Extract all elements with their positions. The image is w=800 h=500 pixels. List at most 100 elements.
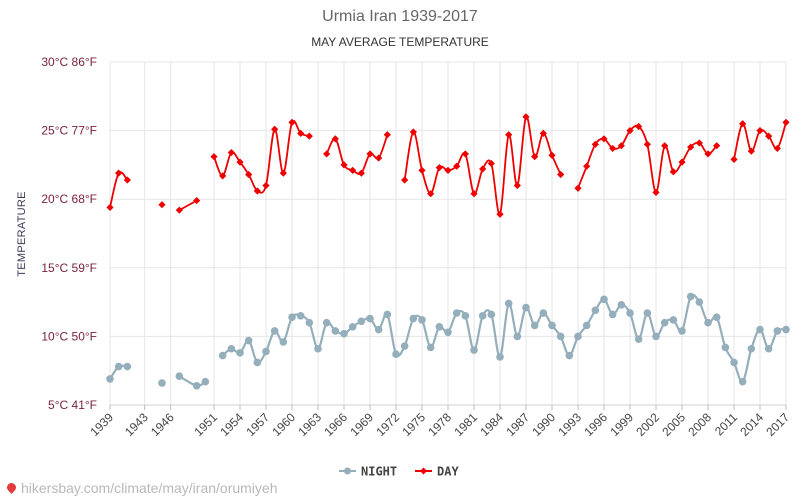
series-day-point[interactable]	[262, 181, 270, 190]
series-night-point[interactable]	[470, 346, 478, 354]
series-night-point[interactable]	[288, 313, 296, 321]
series-day-point[interactable]	[739, 120, 747, 128]
series-night-point[interactable]	[461, 312, 470, 320]
series-night-point[interactable]	[400, 342, 409, 350]
series-day-point[interactable]	[626, 127, 634, 135]
series-night-point[interactable]	[392, 350, 400, 359]
series-night-point[interactable]	[418, 316, 426, 324]
series-day-point[interactable]	[366, 150, 374, 158]
series-day-point[interactable]	[617, 142, 625, 150]
series-night-point[interactable]	[652, 332, 660, 341]
series-night-point[interactable]	[331, 327, 340, 335]
series-day-point[interactable]	[435, 164, 443, 172]
series-night-point[interactable]	[773, 327, 782, 335]
series-day-point[interactable]	[539, 129, 547, 137]
series-night-point[interactable]	[617, 301, 626, 309]
series-night-point[interactable]	[634, 335, 643, 343]
series-day-point[interactable]	[470, 190, 478, 198]
series-night-point[interactable]	[305, 318, 314, 327]
series-night-point[interactable]	[192, 381, 201, 390]
series-night-point[interactable]	[383, 310, 392, 319]
series-day-point[interactable]	[245, 170, 253, 179]
series-night-point[interactable]	[374, 325, 383, 334]
series-day-point[interactable]	[349, 166, 357, 174]
series-night-point[interactable]	[643, 309, 652, 317]
series-night-point[interactable]	[600, 295, 608, 304]
series-day-point[interactable]	[331, 135, 339, 143]
series-night-point[interactable]	[357, 317, 366, 326]
series-night-point[interactable]	[730, 358, 738, 367]
series-day-point[interactable]	[782, 118, 790, 126]
series-day-point[interactable]	[765, 132, 773, 140]
series-night-point[interactable]	[782, 325, 790, 334]
series-day-point[interactable]	[487, 159, 495, 168]
series-night-point[interactable]	[340, 329, 348, 338]
series-day-point[interactable]	[409, 128, 417, 136]
series-day-point[interactable]	[747, 147, 755, 155]
series-night-point[interactable]	[574, 332, 582, 341]
series-night-point[interactable]	[426, 343, 435, 352]
series-night-point[interactable]	[478, 312, 487, 320]
series-night-point[interactable]	[244, 336, 253, 345]
series-day-point[interactable]	[704, 150, 712, 158]
series-night-point[interactable]	[409, 314, 418, 323]
series-night-point[interactable]	[591, 306, 600, 315]
series-night-point[interactable]	[322, 318, 331, 327]
series-night-point[interactable]	[114, 362, 123, 371]
series-day-point[interactable]	[531, 153, 539, 161]
series-day-point[interactable]	[687, 143, 695, 151]
series-night-point[interactable]	[678, 327, 686, 335]
series-day-point[interactable]	[175, 206, 183, 214]
series-day-point[interactable]	[236, 158, 244, 166]
series-night-point[interactable]	[721, 343, 730, 352]
series-day-point[interactable]	[661, 142, 669, 150]
series-night-point[interactable]	[695, 298, 704, 306]
series-day-point[interactable]	[600, 135, 608, 143]
series-day-point[interactable]	[210, 153, 218, 161]
series-day-point[interactable]	[635, 122, 643, 131]
series-day-point[interactable]	[323, 150, 331, 158]
series-night-point[interactable]	[504, 299, 513, 308]
series-night-point[interactable]	[548, 321, 556, 330]
series-day-point[interactable]	[383, 131, 391, 139]
series-day-point[interactable]	[427, 190, 435, 198]
series-night-point[interactable]	[513, 332, 522, 341]
series-day-point[interactable]	[123, 176, 131, 184]
series-night-point[interactable]	[626, 309, 634, 317]
series-day-point[interactable]	[340, 161, 348, 169]
series-night-point[interactable]	[227, 344, 236, 353]
series-day-point[interactable]	[461, 150, 469, 158]
series-night-point[interactable]	[435, 322, 444, 331]
series-night-point[interactable]	[522, 303, 530, 312]
series-night-point[interactable]	[556, 332, 565, 341]
series-day-point[interactable]	[591, 140, 599, 148]
legend-item-night[interactable]: NIGHT	[339, 465, 397, 479]
series-day-point[interactable]	[357, 169, 365, 177]
series-day-point[interactable]	[669, 168, 677, 176]
series-night-point[interactable]	[253, 358, 262, 367]
series-night-point[interactable]	[270, 327, 279, 335]
series-night-point[interactable]	[669, 316, 678, 324]
series-night-point[interactable]	[262, 347, 270, 356]
series-day-point[interactable]	[496, 210, 504, 218]
series-day-point[interactable]	[583, 162, 591, 170]
series-night-point[interactable]	[747, 344, 756, 353]
series-night-point[interactable]	[123, 362, 132, 371]
series-day-point[interactable]	[227, 148, 235, 157]
series-day-point[interactable]	[652, 188, 660, 196]
series-day-point[interactable]	[609, 144, 617, 153]
series-night-point[interactable]	[279, 338, 288, 346]
series-day-point[interactable]	[557, 170, 565, 179]
watermark[interactable]: hikersbay.com/climate/may/iran/orumiyeh	[4, 480, 278, 496]
series-night-point[interactable]	[764, 344, 773, 353]
series-night-point[interactable]	[539, 309, 548, 317]
series-day-point[interactable]	[713, 142, 721, 150]
series-day-point[interactable]	[453, 162, 461, 170]
series-day-point[interactable]	[305, 132, 313, 140]
series-night-point[interactable]	[452, 309, 461, 317]
series-day-point[interactable]	[695, 139, 703, 147]
series-night-point[interactable]	[756, 325, 764, 334]
legend-item-day[interactable]: DAY	[415, 465, 459, 479]
series-day-point[interactable]	[115, 169, 123, 177]
series-day-point[interactable]	[678, 158, 686, 166]
